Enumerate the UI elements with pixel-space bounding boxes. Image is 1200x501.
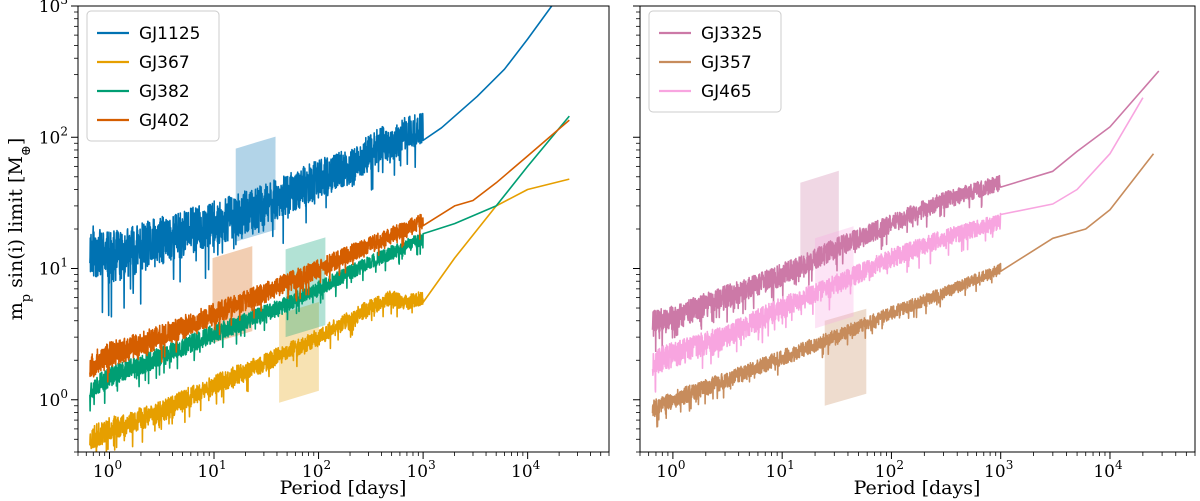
left-legend: GJ1125 GJ367 GJ382 GJ402 — [86, 10, 220, 142]
x-tick-label: 103 — [406, 458, 435, 482]
series-line-gj357 — [651, 153, 1155, 428]
x-tick-label: 101 — [197, 458, 226, 482]
series-lines — [651, 70, 1160, 428]
y-tick-label: 103 — [39, 0, 68, 17]
legend-label-gj402: GJ402 — [139, 111, 190, 131]
left-x-axis-label: Period [days] — [280, 477, 407, 499]
series-line-gj402 — [89, 119, 570, 383]
x-tick-label: 104 — [511, 458, 541, 482]
left-panel: 100 101 102 103 104 100 101 102 103 Period [day… — [5, 0, 610, 499]
x-tick-label: 102 — [875, 458, 904, 482]
series-line-gj465 — [651, 97, 1144, 393]
series-line-gj1125 — [89, 6, 553, 318]
x-tick-label: 101 — [766, 458, 795, 482]
x-axis-ticks: 100 101 102 103 104 — [639, 452, 1196, 482]
legend-label-gj367: GJ367 — [139, 53, 190, 73]
x-tick-label: 100 — [656, 458, 685, 482]
legend-label-gj3325: GJ3325 — [701, 24, 762, 44]
legend-label-gj1125: GJ1125 — [139, 24, 200, 44]
right-panel: 100 101 102 103 104 Period [days] GJ3325 GJ35… — [633, 5, 1196, 499]
y-axis-ticks: 100 101 102 103 — [39, 0, 78, 453]
legend-label-gj465: GJ465 — [701, 82, 752, 102]
y-tick-label: 102 — [39, 124, 68, 148]
x-tick-label: 104 — [1093, 458, 1123, 482]
series-line-gj382 — [89, 115, 570, 412]
legend-label-gj357: GJ357 — [701, 53, 752, 73]
series-line-gj367 — [89, 178, 570, 452]
y-tick-label: 100 — [39, 387, 68, 411]
legend-box — [86, 10, 220, 142]
right-legend: GJ3325 GJ357 GJ465 — [648, 10, 782, 113]
x-tick-label: 100 — [93, 458, 122, 482]
series-lines — [89, 6, 570, 452]
y-tick-label: 101 — [39, 256, 68, 280]
series-line-gj3325 — [651, 70, 1160, 353]
right-x-axis-label: Period [days] — [854, 477, 981, 499]
x-tick-label: 102 — [302, 458, 331, 482]
y-axis-ticks — [633, 5, 640, 453]
x-tick-label: 103 — [984, 458, 1013, 482]
legend-box — [648, 10, 782, 113]
x-axis-ticks: 100 101 102 103 104 — [77, 452, 610, 482]
legend-label-gj382: GJ382 — [139, 82, 190, 102]
y-axis-label: mp sin(i) limit [M⊕] — [5, 138, 34, 321]
